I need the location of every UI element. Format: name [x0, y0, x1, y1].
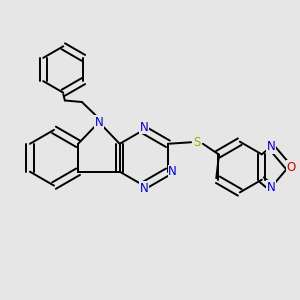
Text: N: N	[140, 121, 148, 134]
Text: N: N	[140, 182, 148, 195]
Text: N: N	[267, 181, 275, 194]
Text: N: N	[94, 116, 103, 129]
Text: N: N	[267, 140, 275, 153]
Text: N: N	[168, 165, 177, 178]
Text: S: S	[194, 136, 201, 149]
Text: O: O	[286, 160, 296, 173]
